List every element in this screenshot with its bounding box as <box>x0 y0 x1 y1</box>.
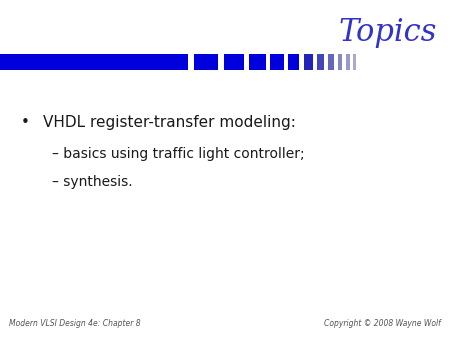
Bar <box>346 54 350 70</box>
Bar <box>328 54 334 70</box>
Bar <box>288 54 299 70</box>
Text: – basics using traffic light controller;: – basics using traffic light controller; <box>52 147 304 161</box>
Text: Modern VLSI Design 4e: Chapter 8: Modern VLSI Design 4e: Chapter 8 <box>9 319 140 328</box>
Text: Topics: Topics <box>338 17 436 48</box>
Bar <box>338 54 342 70</box>
Text: – synthesis.: – synthesis. <box>52 175 132 189</box>
Bar <box>249 54 266 70</box>
Bar <box>304 54 313 70</box>
Text: •: • <box>20 115 29 130</box>
Bar <box>353 54 356 70</box>
Bar <box>270 54 284 70</box>
Bar <box>224 54 244 70</box>
Bar <box>0 54 188 70</box>
Text: Copyright © 2008 Wayne Wolf: Copyright © 2008 Wayne Wolf <box>324 319 441 328</box>
Text: VHDL register-transfer modeling:: VHDL register-transfer modeling: <box>43 115 296 130</box>
Bar <box>194 54 218 70</box>
Bar <box>317 54 324 70</box>
